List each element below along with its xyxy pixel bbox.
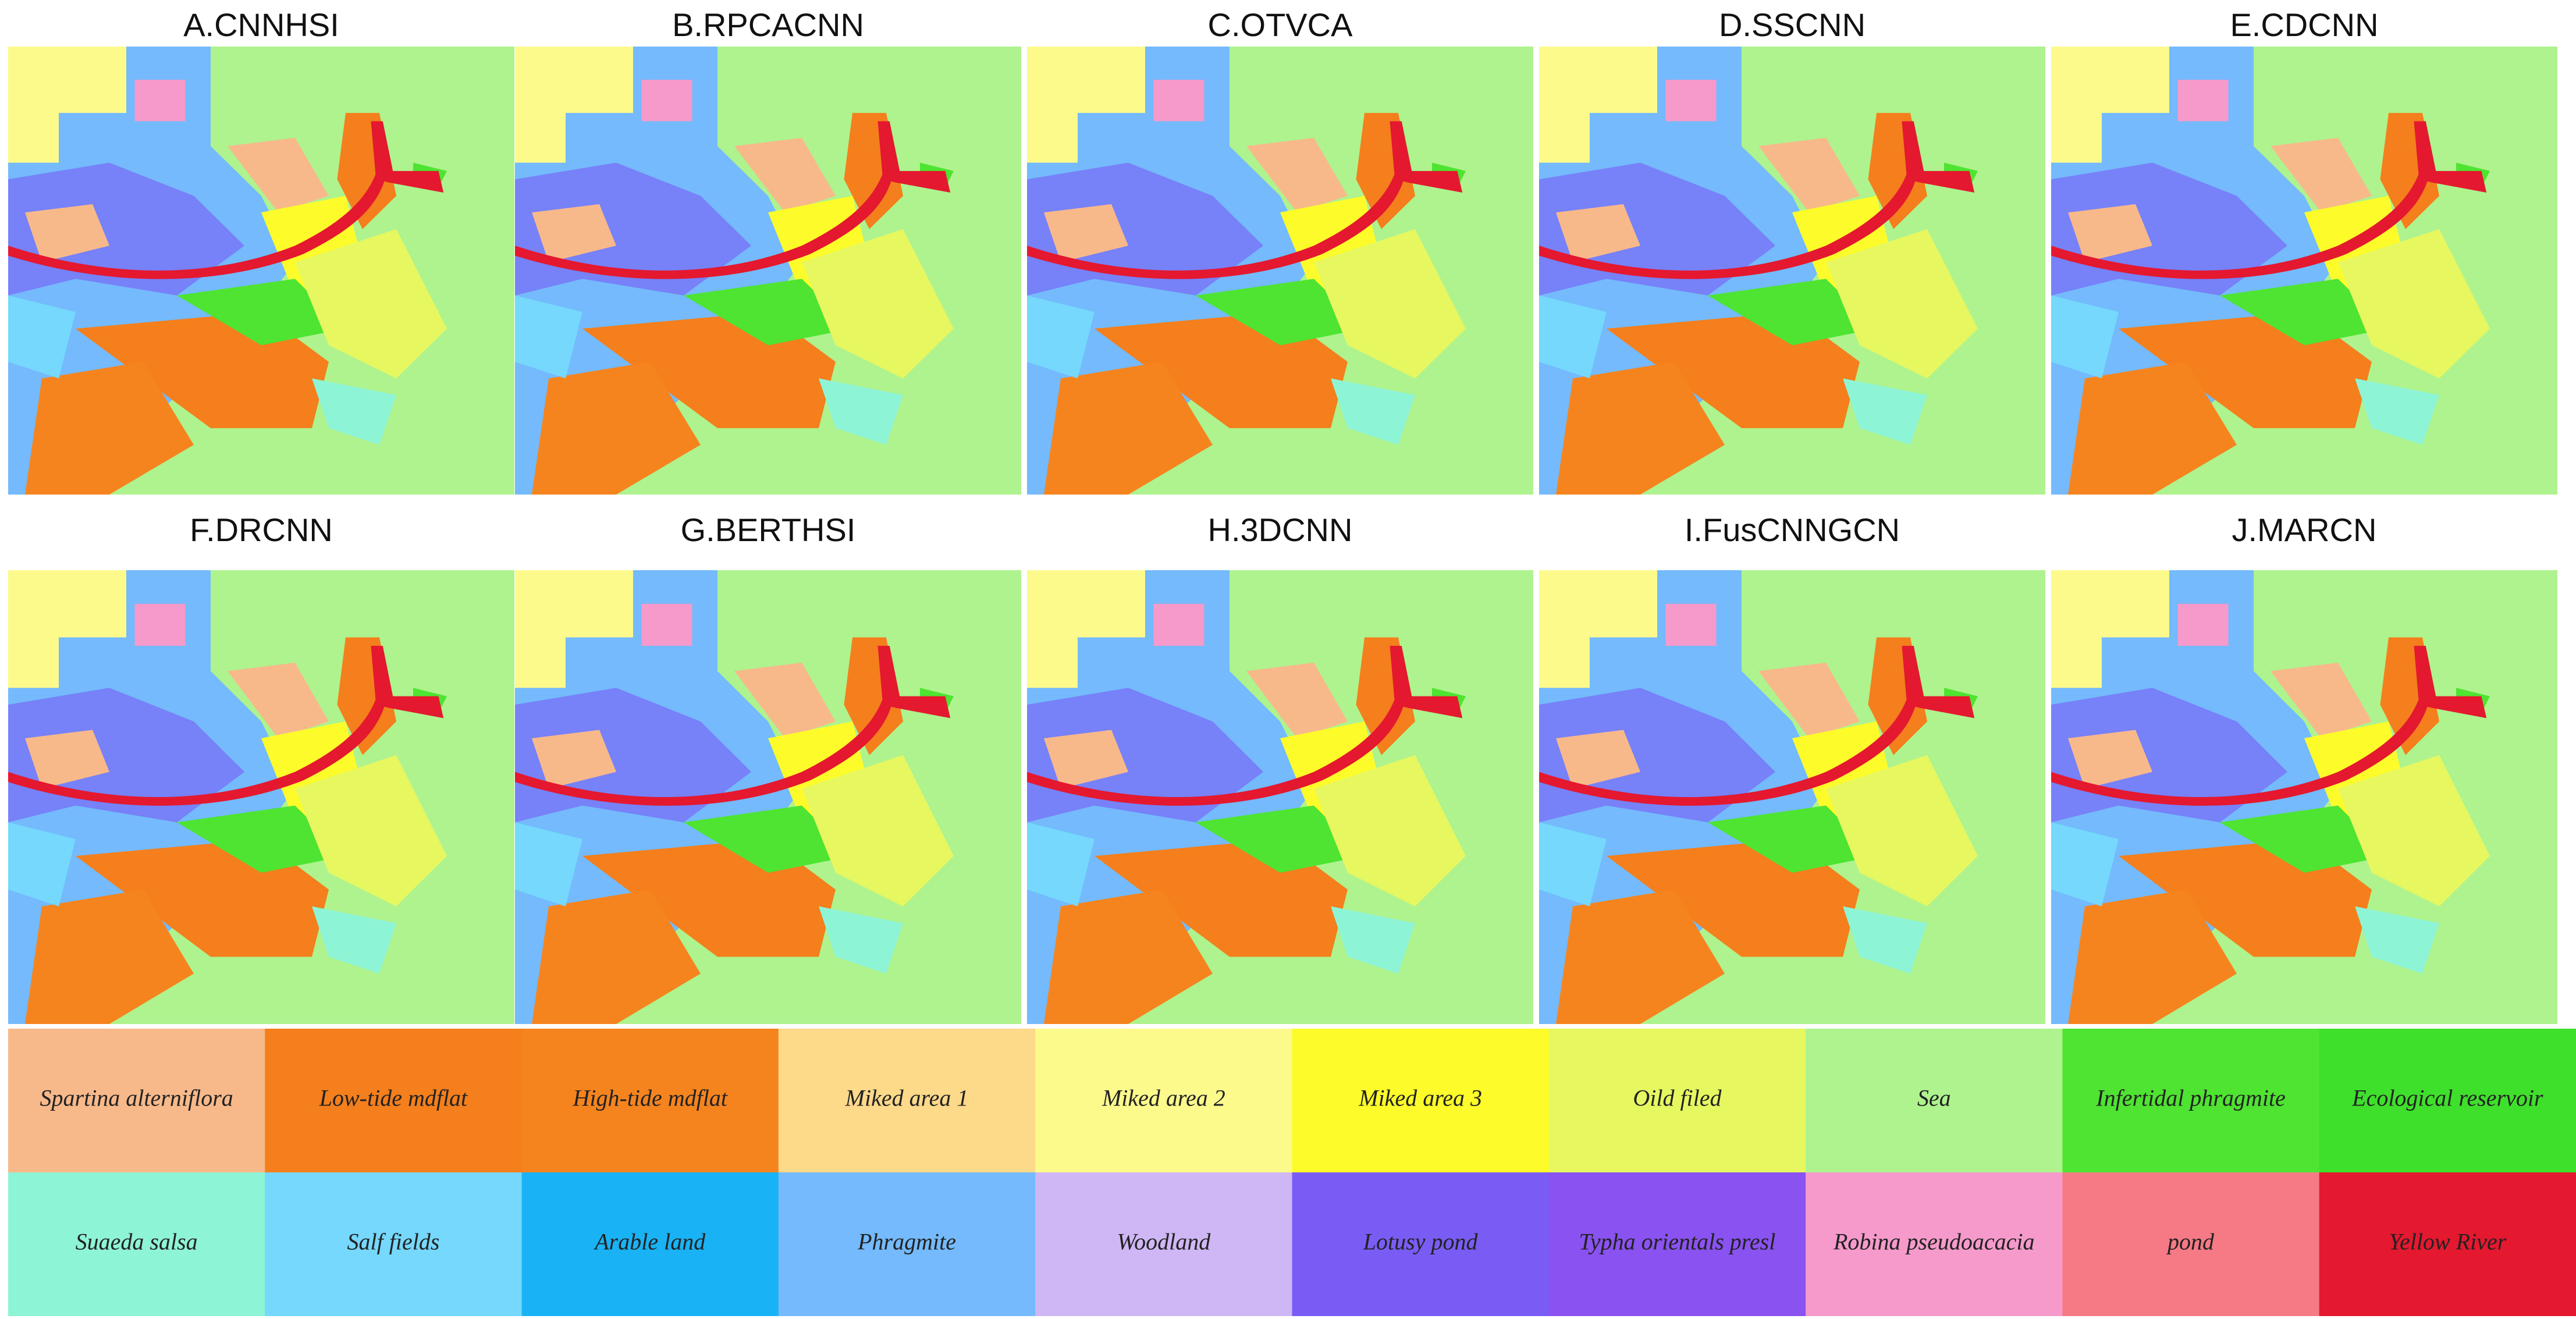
legend-label: Robina pseudoacacia bbox=[1833, 1229, 2035, 1255]
legend-swatch bbox=[2319, 1172, 2576, 1316]
legend-label: Woodland bbox=[1117, 1229, 1211, 1255]
panel-title: H.3DCNN bbox=[1208, 511, 1353, 548]
legend-swatch bbox=[8, 1172, 266, 1316]
legend-label: Miked area 1 bbox=[845, 1085, 969, 1111]
legend-label: Miked area 3 bbox=[1358, 1085, 1482, 1111]
classification-map bbox=[2051, 47, 2557, 495]
legend-swatch bbox=[1806, 1029, 2063, 1172]
panel-title: E.CDCNN bbox=[2230, 6, 2378, 43]
legend-label: Phragmite bbox=[857, 1229, 956, 1255]
legend-swatch bbox=[1548, 1172, 1807, 1316]
panel-title: J.MARCN bbox=[2232, 511, 2377, 548]
classification-map bbox=[1027, 47, 1533, 495]
classification-map bbox=[8, 47, 514, 495]
legend-swatch bbox=[521, 1029, 779, 1172]
legend-swatch bbox=[1548, 1029, 1807, 1172]
legend-swatch bbox=[778, 1172, 1036, 1316]
panel-title: G.BERTHSI bbox=[681, 511, 856, 548]
legend-label: Oild filed bbox=[1633, 1085, 1722, 1111]
legend-swatch bbox=[265, 1029, 523, 1172]
legend-swatch bbox=[1035, 1029, 1293, 1172]
classification-map bbox=[1027, 570, 1533, 1024]
legend-label: Sea bbox=[1917, 1085, 1951, 1111]
legend-label: Ecological reservoir bbox=[2351, 1085, 2543, 1111]
panel-title: I.FusCNNGCN bbox=[1685, 511, 1900, 548]
legend-label: Miked area 2 bbox=[1102, 1085, 1225, 1111]
legend-swatch bbox=[1035, 1172, 1293, 1316]
legend-swatch bbox=[1292, 1172, 1550, 1316]
legend-label: Low-tide mdflat bbox=[319, 1085, 468, 1111]
legend-label: Arable land bbox=[593, 1229, 706, 1255]
legend-swatch bbox=[2062, 1172, 2320, 1316]
legend-label: Lotusy pond bbox=[1363, 1229, 1479, 1255]
panel-title: B.RPCACNN bbox=[672, 6, 864, 43]
classification-map bbox=[1539, 570, 2045, 1024]
classification-map bbox=[2051, 570, 2557, 1024]
panel-title: F.DRCNN bbox=[190, 511, 333, 548]
legend-swatch bbox=[265, 1172, 523, 1316]
panel-title: D.SSCNN bbox=[1719, 6, 1866, 43]
legend-swatch bbox=[521, 1172, 779, 1316]
classification-map bbox=[8, 570, 514, 1024]
legend-label: High-tide mdflat bbox=[572, 1085, 727, 1111]
legend-label: Yellow River bbox=[2389, 1229, 2506, 1255]
legend-label: Spartina alterniflora bbox=[40, 1085, 233, 1111]
legend-swatch bbox=[2062, 1029, 2320, 1172]
legend-swatch bbox=[8, 1029, 266, 1172]
legend-label: Typha orientals presl bbox=[1579, 1229, 1776, 1255]
panel-title: C.OTVCA bbox=[1208, 6, 1353, 43]
classification-map bbox=[515, 47, 1021, 495]
legend-label: pond bbox=[2166, 1229, 2215, 1255]
legend-swatch bbox=[778, 1029, 1036, 1172]
legend-swatch bbox=[1292, 1029, 1550, 1172]
legend-label: Infertidal phragmite bbox=[2095, 1085, 2286, 1111]
classification-map bbox=[515, 570, 1021, 1024]
classification-map bbox=[1539, 47, 2045, 495]
legend-label: Salf fields bbox=[347, 1229, 440, 1255]
panel-title: A.CNNHSI bbox=[183, 6, 339, 43]
legend-swatch bbox=[2319, 1029, 2576, 1172]
legend-swatch bbox=[1806, 1172, 2063, 1316]
legend-label: Suaeda salsa bbox=[76, 1229, 198, 1255]
